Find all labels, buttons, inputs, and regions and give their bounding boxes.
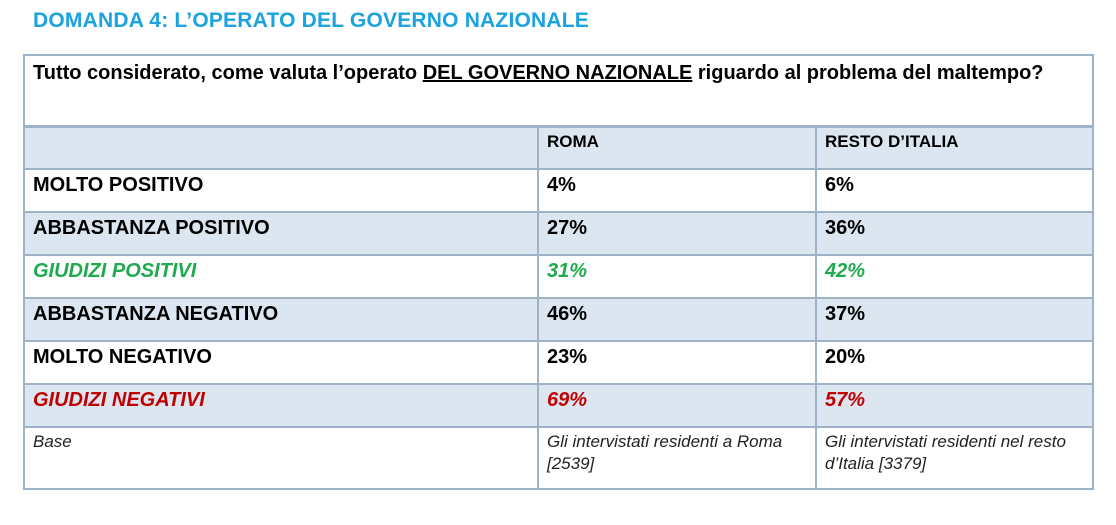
cell-resto: 37% xyxy=(815,297,1092,342)
table-row: MOLTO NEGATIVO 23% 20% xyxy=(25,340,1092,385)
base-label: Base xyxy=(25,426,539,490)
base-resto: Gli intervistati residenti nel resto d’I… xyxy=(815,426,1092,490)
table-row: ABBASTANZA NEGATIVO 46% 37% xyxy=(25,297,1092,342)
table-row-negative-total: GIUDIZI NEGATIVI 69% 57% xyxy=(25,383,1092,428)
header-roma: ROMA xyxy=(537,128,817,170)
cell-roma: 23% xyxy=(537,340,817,385)
survey-table-frame: Tutto considerato, come valuta l’operato… xyxy=(23,54,1094,490)
cell-resto: 42% xyxy=(815,254,1092,299)
cell-roma: 4% xyxy=(537,168,817,213)
cell-resto: 57% xyxy=(815,383,1092,428)
row-label: MOLTO POSITIVO xyxy=(25,168,539,213)
base-roma: Gli intervistati residenti a Roma [2539] xyxy=(537,426,817,490)
cell-roma: 31% xyxy=(537,254,817,299)
table-row: ABBASTANZA POSITIVO 27% 36% xyxy=(25,211,1092,256)
question-emphasis: DEL GOVERNO NAZIONALE xyxy=(422,62,693,84)
cell-roma: 46% xyxy=(537,297,817,342)
header-resto-italia: RESTO D’ITALIA xyxy=(815,128,1092,170)
cell-resto: 36% xyxy=(815,211,1092,256)
question-text: Tutto considerato, come valuta l’operato… xyxy=(25,56,1092,128)
row-label: ABBASTANZA POSITIVO xyxy=(25,211,539,256)
header-empty-cell xyxy=(25,128,539,170)
table-row: MOLTO POSITIVO 4% 6% xyxy=(25,168,1092,213)
results-table: ROMA RESTO D’ITALIA MOLTO POSITIVO 4% 6%… xyxy=(25,128,1092,490)
question-after: riguardo al problema del maltempo? xyxy=(692,62,1044,84)
table-row-positive-total: GIUDIZI POSITIVI 31% 42% xyxy=(25,254,1092,299)
question-before: Tutto considerato, come valuta l’operato xyxy=(33,62,423,84)
row-label: ABBASTANZA NEGATIVO xyxy=(25,297,539,342)
cell-resto: 6% xyxy=(815,168,1092,213)
row-label: GIUDIZI POSITIVI xyxy=(25,254,539,299)
table-row-base: Base Gli intervistati residenti a Roma [… xyxy=(25,426,1092,490)
row-label: MOLTO NEGATIVO xyxy=(25,340,539,385)
page-title: DOMANDA 4: L’OPERATO DEL GOVERNO NAZIONA… xyxy=(33,9,589,32)
cell-roma: 27% xyxy=(537,211,817,256)
cell-resto: 20% xyxy=(815,340,1092,385)
row-label: GIUDIZI NEGATIVI xyxy=(25,383,539,428)
table-header-row: ROMA RESTO D’ITALIA xyxy=(25,128,1092,170)
cell-roma: 69% xyxy=(537,383,817,428)
